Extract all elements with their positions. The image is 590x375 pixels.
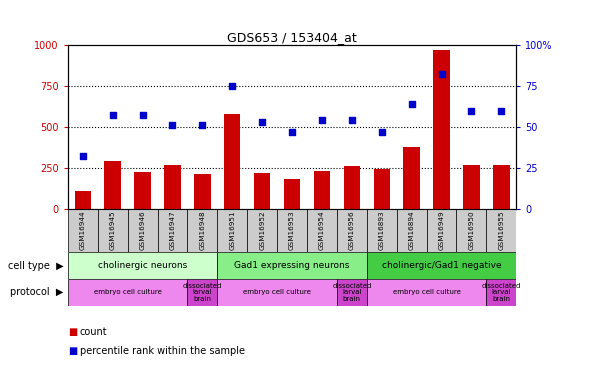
Text: embryo cell culture: embryo cell culture bbox=[94, 289, 162, 295]
Point bbox=[467, 108, 476, 114]
Text: GSM16894: GSM16894 bbox=[409, 211, 415, 251]
Bar bbox=[98, 209, 127, 252]
Text: embryo cell culture: embryo cell culture bbox=[392, 289, 461, 295]
Bar bbox=[68, 279, 188, 306]
Bar bbox=[135, 172, 151, 209]
Bar bbox=[396, 209, 427, 252]
Text: ■: ■ bbox=[68, 346, 77, 355]
Point bbox=[228, 83, 237, 89]
Bar bbox=[314, 171, 330, 209]
Bar bbox=[194, 174, 211, 209]
Bar bbox=[457, 209, 486, 252]
Bar bbox=[164, 165, 181, 209]
Point bbox=[437, 72, 446, 78]
Bar bbox=[68, 252, 217, 279]
Text: GSM16893: GSM16893 bbox=[379, 211, 385, 251]
Point bbox=[347, 117, 356, 123]
Bar bbox=[463, 165, 480, 209]
Text: GSM16949: GSM16949 bbox=[438, 211, 444, 251]
Bar bbox=[217, 209, 247, 252]
Bar bbox=[254, 173, 270, 209]
Title: GDS653 / 153404_at: GDS653 / 153404_at bbox=[227, 31, 357, 44]
Text: percentile rank within the sample: percentile rank within the sample bbox=[80, 346, 245, 355]
Point bbox=[257, 119, 267, 125]
Bar bbox=[217, 252, 367, 279]
Point bbox=[407, 101, 417, 107]
Point bbox=[138, 112, 148, 118]
Bar bbox=[307, 209, 337, 252]
Text: GSM16956: GSM16956 bbox=[349, 211, 355, 251]
Bar bbox=[367, 209, 396, 252]
Bar bbox=[486, 279, 516, 306]
Point bbox=[198, 122, 207, 128]
Bar bbox=[373, 169, 390, 209]
Text: dissociated
larval
brain: dissociated larval brain bbox=[332, 283, 372, 302]
Bar bbox=[74, 191, 91, 209]
Text: count: count bbox=[80, 327, 107, 337]
Text: GSM16944: GSM16944 bbox=[80, 211, 86, 251]
Bar bbox=[486, 209, 516, 252]
Text: GSM16948: GSM16948 bbox=[199, 211, 205, 251]
Text: GSM16951: GSM16951 bbox=[230, 211, 235, 251]
Text: GSM16947: GSM16947 bbox=[169, 211, 175, 251]
Bar bbox=[127, 209, 158, 252]
Text: GSM16946: GSM16946 bbox=[140, 211, 146, 251]
Bar bbox=[493, 165, 510, 209]
Bar bbox=[427, 209, 457, 252]
Text: dissociated
larval
brain: dissociated larval brain bbox=[183, 283, 222, 302]
Point bbox=[108, 112, 117, 118]
Point bbox=[497, 108, 506, 114]
Point bbox=[377, 129, 386, 135]
Text: GSM16945: GSM16945 bbox=[110, 211, 116, 251]
Bar bbox=[367, 279, 486, 306]
Bar bbox=[104, 160, 121, 209]
Bar bbox=[188, 279, 217, 306]
Point bbox=[287, 129, 297, 135]
Text: embryo cell culture: embryo cell culture bbox=[243, 289, 311, 295]
Bar bbox=[284, 178, 300, 209]
Text: Gad1 expressing neurons: Gad1 expressing neurons bbox=[234, 261, 350, 270]
Bar bbox=[217, 279, 337, 306]
Bar bbox=[188, 209, 217, 252]
Bar bbox=[433, 50, 450, 209]
Bar bbox=[224, 114, 241, 209]
Bar bbox=[68, 209, 98, 252]
Text: GSM16953: GSM16953 bbox=[289, 211, 295, 251]
Text: GSM16955: GSM16955 bbox=[499, 211, 504, 251]
Text: ■: ■ bbox=[68, 327, 77, 337]
Bar bbox=[404, 147, 420, 209]
Point bbox=[317, 117, 327, 123]
Bar bbox=[277, 209, 307, 252]
Text: cholinergic/Gad1 negative: cholinergic/Gad1 negative bbox=[382, 261, 502, 270]
Point bbox=[168, 122, 177, 128]
Text: cholinergic neurons: cholinergic neurons bbox=[98, 261, 187, 270]
Bar bbox=[337, 209, 367, 252]
Bar bbox=[343, 166, 360, 209]
Text: cell type  ▶: cell type ▶ bbox=[8, 261, 63, 271]
Text: dissociated
larval
brain: dissociated larval brain bbox=[481, 283, 521, 302]
Text: GSM16950: GSM16950 bbox=[468, 211, 474, 251]
Bar bbox=[337, 279, 367, 306]
Bar bbox=[158, 209, 188, 252]
Point bbox=[78, 153, 87, 159]
Bar bbox=[247, 209, 277, 252]
Text: protocol  ▶: protocol ▶ bbox=[10, 287, 63, 297]
Bar bbox=[367, 252, 516, 279]
Text: GSM16952: GSM16952 bbox=[259, 211, 265, 251]
Text: GSM16954: GSM16954 bbox=[319, 211, 325, 251]
